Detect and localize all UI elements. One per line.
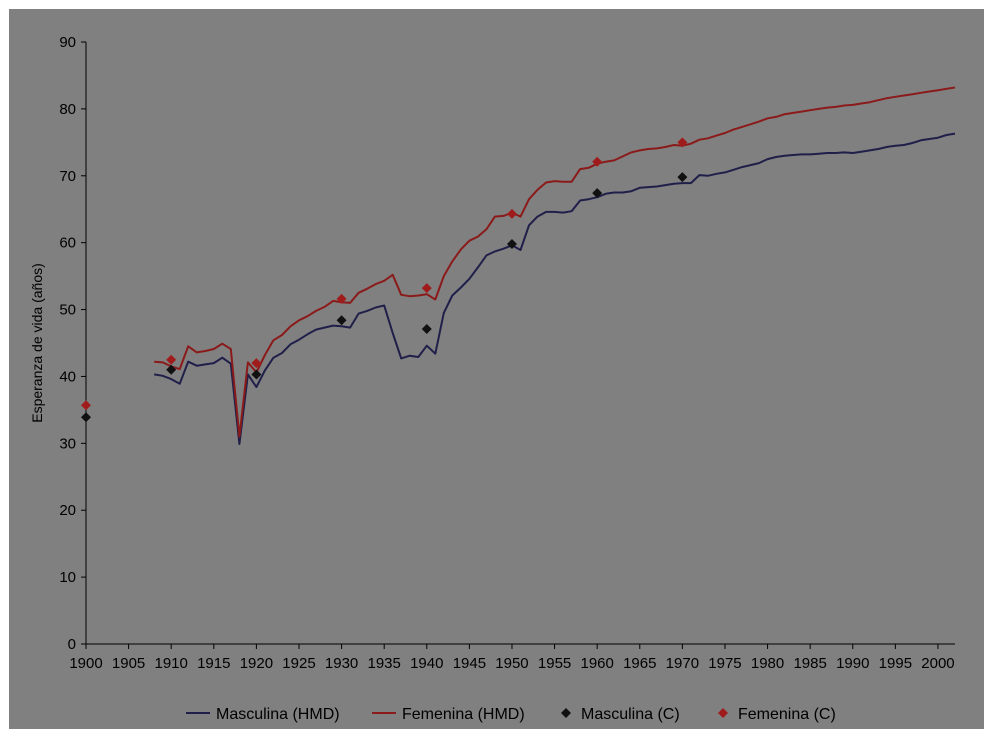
legend: Masculina (HMD) Femenina (HMD) Masculina (… [186,706,836,723]
y-tick-label: 80 [59,101,76,118]
data-point-femenina-c [421,283,432,294]
legend-swatch-masculina-c [561,708,571,718]
x-tick-label: 1970 [666,655,699,672]
x-tick-label: 1940 [410,655,443,672]
y-tick-label: 0 [68,636,76,653]
x-tick-label: 1950 [495,655,528,672]
legend-label-masculina-hmd: Masculina (HMD) [216,706,340,723]
plot-area [81,86,956,445]
legend-label-femenina-c: Femenina (C) [738,706,836,723]
data-point-femenina-c [251,358,262,369]
data-point-femenina-c [592,156,603,167]
x-tick-label: 1920 [240,655,273,672]
y-tick-label: 90 [59,34,76,51]
x-tick-label: 1910 [155,655,188,672]
legend-label-masculina-c: Masculina (C) [581,706,680,723]
y-tick-label: 60 [59,235,76,252]
x-tick-label: 1905 [112,655,145,672]
x-tick-label: 1900 [69,655,102,672]
data-point-masculina-c [166,364,177,375]
y-tick-label: 30 [59,435,76,452]
data-point-masculina-c [592,188,603,199]
data-point-femenina-c [336,293,347,304]
y-axis-title: Esperanza de vida (años) [29,263,45,423]
data-point-masculina-c [251,369,262,380]
data-point-femenina-c [81,400,91,411]
legend-swatch-femenina-c [718,708,728,718]
data-point-masculina-c [506,239,517,250]
series-line-femenina-hmd [154,86,956,438]
x-tick-label: 1955 [538,655,571,672]
data-point-femenina-c [677,137,688,148]
x-tick-label: 1945 [453,655,486,672]
series-line-masculina-hmd [154,132,956,445]
x-tick-label: 1925 [282,655,315,672]
x-tick-label: 1990 [836,655,869,672]
x-tick-label: 1915 [197,655,230,672]
axes: 0 10 20 30 40 50 60 70 80 90 1900 1905 1910 1915 1920 1… [59,34,955,672]
data-point-masculina-c [677,172,688,183]
data-point-femenina-c [166,354,177,365]
x-tick-label: 1975 [708,655,741,672]
y-tick-label: 70 [59,168,76,185]
x-tick-label: 1995 [879,655,912,672]
data-point-masculina-c [336,315,347,326]
y-tick-label: 20 [59,502,76,519]
x-tick-label: 1965 [623,655,656,672]
legend-label-femenina-hmd: Femenina (HMD) [402,706,525,723]
data-point-masculina-c [421,323,432,334]
x-tick-label: 1930 [325,655,358,672]
y-tick-label: 40 [59,368,76,385]
y-tick-label: 10 [59,569,76,586]
x-tick-label: 1960 [580,655,613,672]
data-point-masculina-c [81,412,91,423]
data-point-femenina-c [506,208,517,219]
y-tick-label: 50 [59,302,76,319]
x-tick-label: 2000 [921,655,954,672]
x-tick-label: 1980 [751,655,784,672]
x-tick-label: 1935 [367,655,400,672]
x-tick-label: 1985 [793,655,826,672]
